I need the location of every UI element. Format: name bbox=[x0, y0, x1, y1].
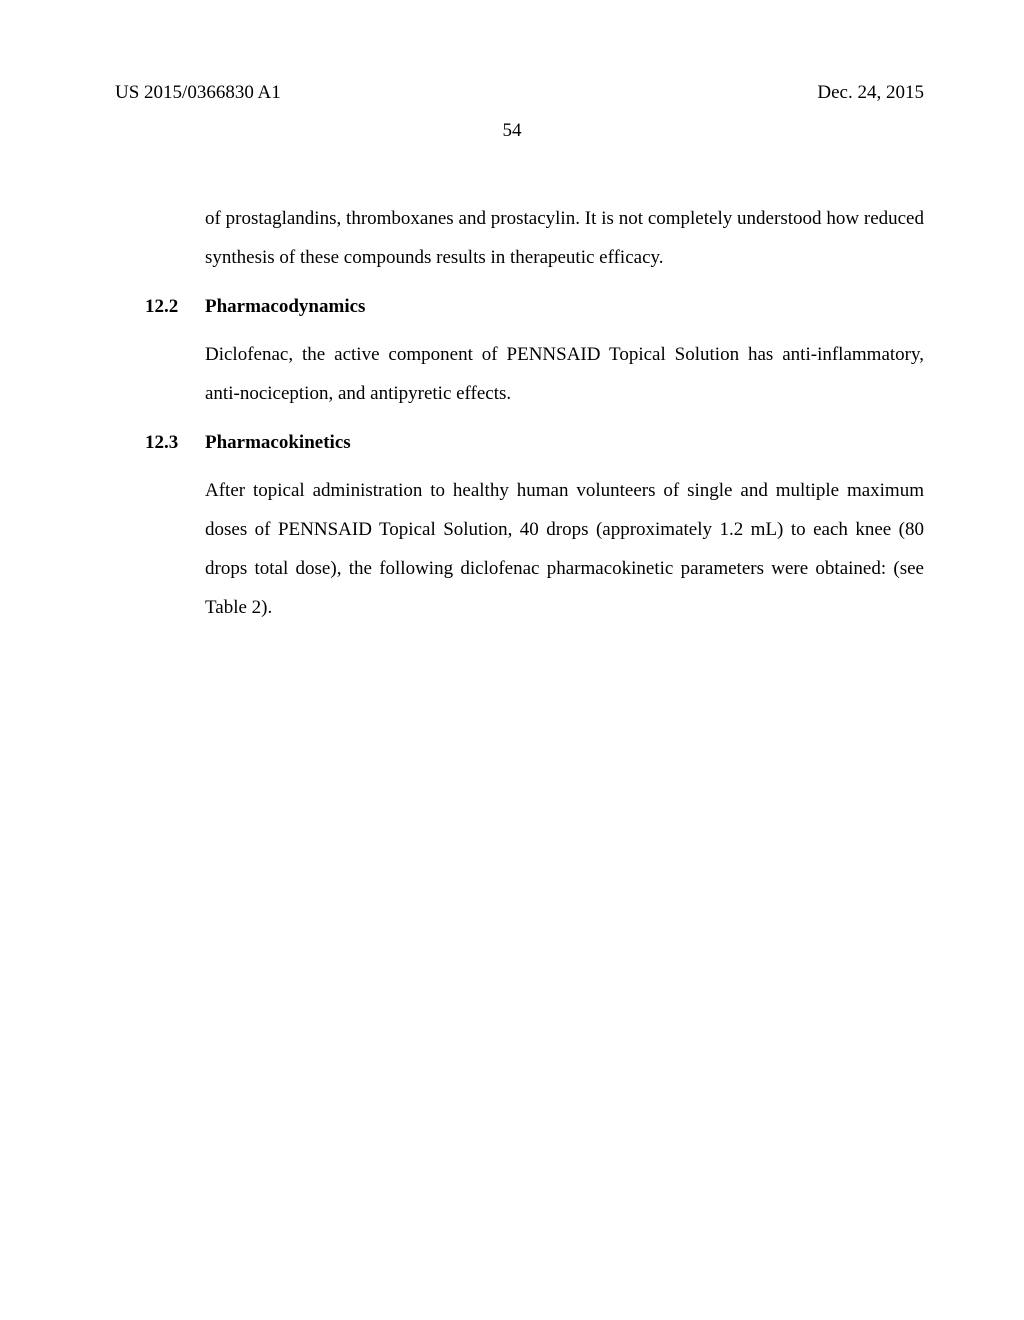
section-12-3-paragraph: After topical administration to healthy … bbox=[205, 472, 924, 628]
document-body: of prostaglandins, thromboxanes and pros… bbox=[205, 200, 924, 646]
section-title: Pharmacokinetics bbox=[205, 432, 351, 454]
section-12-2-header: 12.2 Pharmacodynamics bbox=[205, 296, 924, 318]
document-id: US 2015/0366830 A1 bbox=[115, 82, 281, 104]
section-title: Pharmacodynamics bbox=[205, 296, 365, 318]
document-date: Dec. 24, 2015 bbox=[817, 82, 924, 104]
section-number: 12.3 bbox=[145, 432, 205, 454]
section-12-2-paragraph: Diclofenac, the active component of PENN… bbox=[205, 336, 924, 414]
section-number: 12.2 bbox=[145, 296, 205, 318]
section-12-3-header: 12.3 Pharmacokinetics bbox=[205, 432, 924, 454]
intro-paragraph: of prostaglandins, thromboxanes and pros… bbox=[205, 200, 924, 278]
page-header: US 2015/0366830 A1 Dec. 24, 2015 bbox=[0, 82, 1024, 104]
page-number: 54 bbox=[0, 120, 1024, 142]
